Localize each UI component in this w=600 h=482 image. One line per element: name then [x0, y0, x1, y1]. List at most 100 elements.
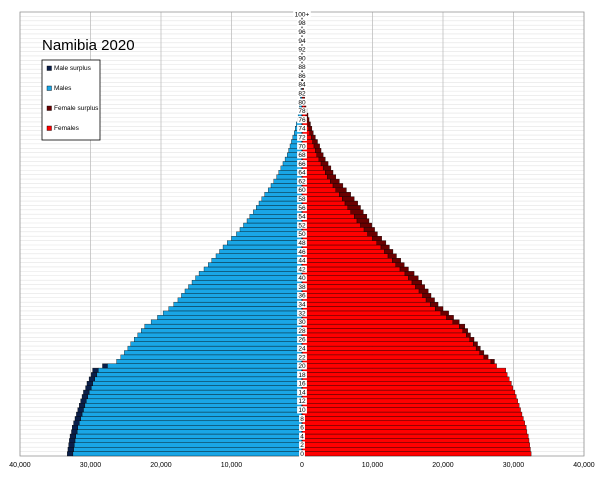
- female-surplus-bar: [315, 148, 322, 153]
- female-bar: [301, 214, 355, 219]
- age-tick-label: 78: [298, 108, 306, 115]
- x-tick-label: 0: [300, 462, 304, 469]
- age-tick-label: 8: [300, 416, 304, 423]
- female-surplus-bar: [372, 236, 382, 241]
- age-tick-label: 58: [298, 196, 306, 203]
- age-tick-label: 6: [300, 425, 304, 432]
- female-bar: [301, 389, 516, 395]
- male-surplus-bar: [92, 367, 99, 373]
- male-bar: [81, 411, 303, 417]
- male-bar: [215, 253, 303, 259]
- female-surplus-bar: [440, 310, 449, 316]
- female-bar: [301, 363, 497, 369]
- female-surplus-bar: [312, 139, 318, 145]
- male-bar: [74, 442, 303, 448]
- female-surplus-bar: [316, 152, 324, 158]
- age-label-bg: [297, 160, 307, 168]
- legend: Male surplus Males Female surplus Females: [41, 59, 101, 141]
- female-surplus-bar: [415, 284, 425, 290]
- female-bar: [301, 279, 413, 285]
- male-bar: [141, 328, 303, 334]
- male-bar: [264, 192, 303, 197]
- male-bar: [130, 341, 303, 347]
- x-tick-label: 10,000: [362, 462, 384, 469]
- age-label-bg: [297, 107, 307, 115]
- x-tick-label: 40,000: [573, 462, 595, 469]
- male-bar: [116, 359, 303, 364]
- male-surplus-bar: [86, 381, 93, 386]
- male-bar: [84, 403, 303, 408]
- male-surplus-bar: [76, 411, 83, 417]
- age-tick-label: 56: [298, 205, 306, 212]
- female-surplus-bar: [446, 315, 454, 320]
- age-label-bg: [297, 230, 307, 238]
- age-label-bg: [297, 318, 307, 326]
- female-surplus-bar: [335, 187, 347, 193]
- female-surplus-bar: [308, 126, 313, 131]
- female-bar: [301, 403, 520, 408]
- age-tick-label: 72: [298, 134, 306, 141]
- female-surplus-bar: [322, 165, 332, 171]
- female-bar: [301, 196, 343, 202]
- female-bar: [301, 192, 340, 197]
- age-label-bg: [297, 247, 307, 256]
- female-bar: [301, 319, 454, 325]
- female-bar: [301, 341, 474, 347]
- age-tick-label: 54: [298, 214, 306, 221]
- female-surplus-bar: [404, 271, 415, 276]
- age-tick-label: 60: [298, 187, 306, 194]
- age-tick-label: 42: [298, 266, 306, 273]
- age-tick-label: 74: [298, 126, 306, 133]
- age-label-bg: [299, 441, 305, 449]
- female-bar: [301, 438, 530, 443]
- female-surplus-bar: [473, 341, 478, 347]
- female-bar: [301, 394, 517, 400]
- legend-swatch: [46, 125, 52, 131]
- male-bar: [261, 196, 303, 202]
- male-bar: [144, 323, 303, 329]
- age-label-bg: [297, 300, 307, 308]
- male-bar: [162, 310, 303, 316]
- male-bar: [157, 315, 303, 320]
- axis-layer: 0246810121416182022242628303234363840424…: [9, 10, 595, 469]
- age-tick-label: 68: [298, 152, 306, 159]
- female-surplus-bar: [380, 244, 390, 250]
- age-tick-label: 90: [298, 55, 306, 62]
- female-surplus-bar: [353, 214, 368, 219]
- male-bar: [168, 306, 303, 312]
- legend-swatch: [46, 65, 52, 71]
- male-bar: [73, 447, 303, 452]
- age-label-bg: [297, 72, 307, 80]
- female-bar: [301, 306, 436, 312]
- female-surplus-bar: [367, 231, 378, 237]
- male-bar: [188, 284, 303, 290]
- age-tick-label: 98: [298, 20, 306, 27]
- male-bar: [75, 433, 303, 439]
- female-surplus-bar: [332, 183, 344, 189]
- female-bar: [301, 258, 393, 263]
- female-surplus-bar: [387, 253, 397, 259]
- female-surplus-bar: [376, 240, 387, 246]
- male-surplus-bar: [85, 385, 92, 391]
- female-bar: [301, 222, 361, 228]
- male-bar: [86, 398, 303, 404]
- female-bar: [301, 218, 358, 224]
- age-label-bg: [297, 186, 307, 194]
- age-label-bg: [297, 80, 307, 89]
- age-tick-label: 64: [298, 170, 306, 177]
- female-surplus-bar: [475, 345, 481, 351]
- age-label-bg: [297, 63, 307, 71]
- male-bar: [94, 376, 303, 382]
- female-bar: [301, 354, 485, 360]
- male-surplus-bar: [77, 407, 84, 413]
- female-bar: [301, 376, 510, 382]
- female-surplus-bar: [459, 323, 466, 329]
- age-tick-label: 48: [298, 240, 306, 247]
- age-label-bg: [297, 124, 307, 133]
- age-tick-label: 86: [298, 73, 306, 80]
- female-bar: [301, 385, 513, 391]
- female-surplus-bar: [356, 218, 370, 224]
- age-label-bg: [297, 274, 307, 282]
- female-bar: [301, 328, 463, 334]
